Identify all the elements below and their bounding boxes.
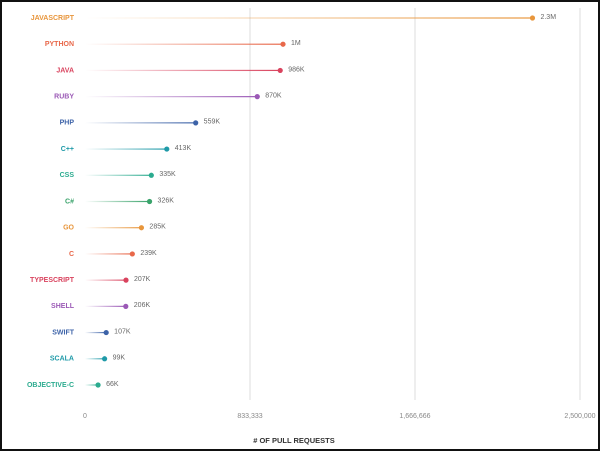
category-label: JAVASCRIPT bbox=[31, 15, 75, 22]
value-label: 2.3M bbox=[540, 14, 556, 21]
category-label: OBJECTIVE-C bbox=[27, 382, 74, 389]
stem bbox=[85, 279, 126, 281]
dot bbox=[123, 303, 129, 309]
value-label: 107K bbox=[114, 328, 131, 335]
dot bbox=[277, 67, 283, 74]
dot bbox=[148, 172, 154, 178]
value-label: 1M bbox=[291, 40, 301, 47]
stem bbox=[85, 148, 167, 150]
value-label: 413K bbox=[175, 145, 192, 152]
stem bbox=[85, 384, 99, 386]
category-label: SWIFT bbox=[52, 329, 74, 336]
stem bbox=[85, 69, 281, 72]
value-label: 206K bbox=[134, 302, 151, 309]
x-axis-title: # OF PULL REQUESTS bbox=[253, 436, 335, 445]
value-label: 285K bbox=[149, 224, 166, 231]
x-tick-label: 1,666,666 bbox=[399, 413, 430, 420]
x-tick-label: 2,500,000 bbox=[564, 413, 595, 420]
dot bbox=[102, 356, 108, 362]
stem bbox=[85, 305, 126, 307]
category-label: GO bbox=[63, 225, 74, 232]
value-label: 207K bbox=[134, 276, 151, 283]
x-tick-label: 833,333 bbox=[237, 413, 262, 420]
category-label: TYPESCRIPT bbox=[30, 277, 75, 284]
category-label: C++ bbox=[61, 146, 74, 153]
stem bbox=[85, 331, 107, 334]
category-label: CSS bbox=[60, 172, 75, 179]
dot bbox=[129, 251, 135, 257]
dot bbox=[164, 146, 170, 152]
stem bbox=[85, 227, 142, 229]
dot bbox=[280, 41, 286, 47]
stem bbox=[85, 17, 533, 19]
value-label: 66K bbox=[106, 381, 119, 388]
dot bbox=[254, 94, 260, 100]
category-label: SHELL bbox=[51, 303, 75, 310]
category-label: PYTHON bbox=[45, 41, 74, 48]
category-label: RUBY bbox=[54, 93, 74, 100]
stem bbox=[85, 122, 196, 124]
category-label: C bbox=[69, 251, 74, 258]
value-label: 99K bbox=[113, 355, 126, 362]
value-label: 335K bbox=[159, 171, 176, 178]
category-label: C# bbox=[65, 198, 74, 205]
dot bbox=[529, 15, 536, 21]
value-label: 870K bbox=[265, 92, 282, 99]
value-label: 239K bbox=[140, 250, 157, 257]
stem bbox=[85, 253, 133, 255]
value-label: 986K bbox=[288, 66, 305, 73]
category-label: JAVA bbox=[56, 67, 74, 74]
dot bbox=[146, 198, 153, 205]
category-label: PHP bbox=[60, 120, 75, 127]
stem bbox=[85, 200, 150, 203]
dot bbox=[103, 329, 109, 336]
dot bbox=[193, 120, 199, 126]
stem bbox=[85, 174, 152, 176]
category-label: SCALA bbox=[50, 356, 74, 363]
value-label: 326K bbox=[158, 197, 175, 204]
dot bbox=[95, 382, 101, 388]
dot bbox=[138, 225, 145, 231]
stem bbox=[85, 358, 105, 360]
stem bbox=[85, 96, 258, 98]
dot bbox=[123, 277, 129, 283]
stem bbox=[85, 43, 283, 45]
value-label: 559K bbox=[204, 119, 221, 126]
x-tick-label: 0 bbox=[83, 413, 87, 420]
